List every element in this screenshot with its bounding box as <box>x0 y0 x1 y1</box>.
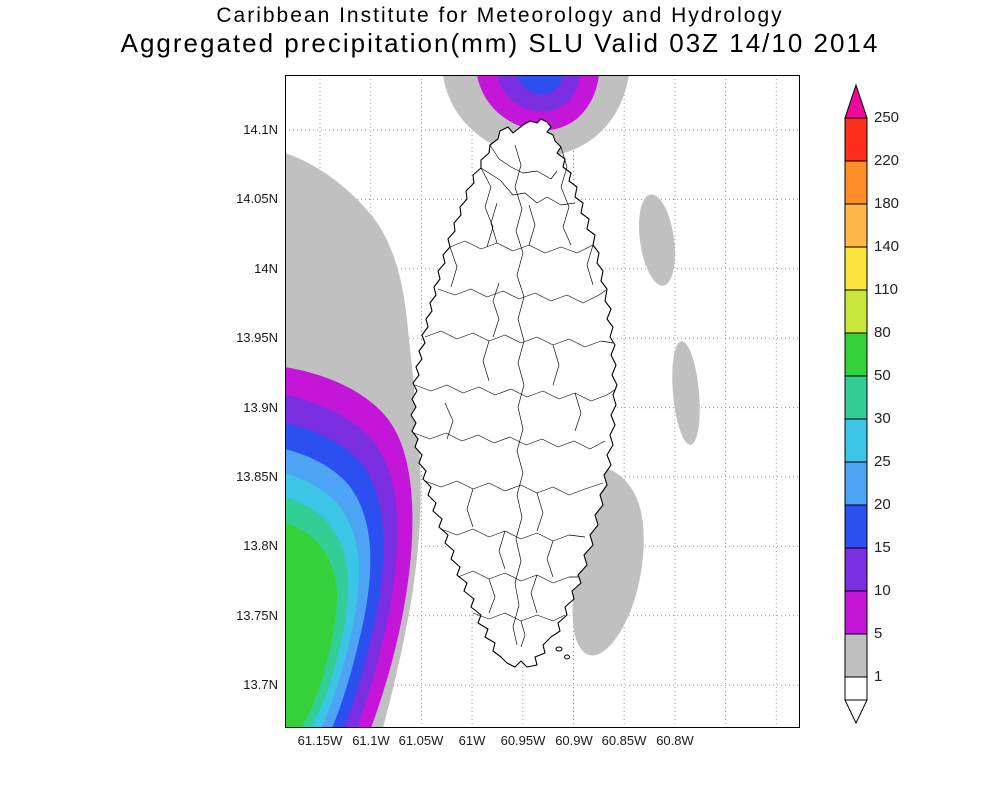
colorbar-label: 5 <box>874 625 883 642</box>
contour-sw-50mm <box>285 522 337 728</box>
lon-label: 61.05W <box>398 733 444 748</box>
lat-label: 13.85N <box>236 469 278 484</box>
lon-label: 61W <box>458 733 486 748</box>
colorbar-label: 10 <box>874 582 891 599</box>
lat-label: 13.95N <box>236 330 278 345</box>
lon-label: 61.15W <box>297 733 343 748</box>
lon-label: 60.95W <box>500 733 546 748</box>
colorbar-label: 180 <box>874 195 900 212</box>
saint-lucia-island <box>410 118 618 668</box>
colorbar-label: 20 <box>874 496 891 513</box>
maria-islet-2 <box>564 654 570 660</box>
saint-lucia-coastline <box>410 118 618 668</box>
colorbar-label: 140 <box>874 238 900 255</box>
lon-label: 60.9W <box>555 733 593 748</box>
lon-label: 60.85W <box>601 733 647 748</box>
contour-north-15mm <box>517 75 563 95</box>
plot-border <box>285 75 800 728</box>
figure-title-line2: Aggregated precipitation(mm) SLU Valid 0… <box>120 28 880 58</box>
colorbar-label: 25 <box>874 453 891 470</box>
colorbar-label: 30 <box>874 410 891 427</box>
contour-gray-east2 <box>672 341 700 445</box>
lat-label: 14.05N <box>236 191 278 206</box>
lat-label: 13.8N <box>243 538 278 553</box>
lat-label: 13.9N <box>243 400 278 415</box>
colorbar-label: 220 <box>874 152 900 169</box>
colorbar-label: 250 <box>874 109 900 126</box>
figure-title-line1: Caribbean Institute for Meteorology and … <box>216 4 784 27</box>
lat-label: 13.75N <box>236 608 278 623</box>
lon-label: 60.8W <box>656 733 694 748</box>
colorbar-label: 1 <box>874 668 883 685</box>
colorbar-label: 80 <box>874 324 891 341</box>
colorbar-label: 50 <box>874 367 891 384</box>
colorbar-label: 110 <box>874 281 898 298</box>
contour-gray-east1 <box>638 194 676 286</box>
lon-label: 61.1W <box>352 733 390 748</box>
lat-label: 14.1N <box>243 122 278 137</box>
maria-islet-1 <box>555 646 563 652</box>
precip-contours <box>285 75 700 728</box>
lat-label: 14N <box>254 261 278 276</box>
lat-label: 13.7N <box>243 677 278 692</box>
watershed-boundaries <box>413 144 617 648</box>
colorbar-label: 15 <box>874 539 891 556</box>
colorbar <box>844 83 868 725</box>
